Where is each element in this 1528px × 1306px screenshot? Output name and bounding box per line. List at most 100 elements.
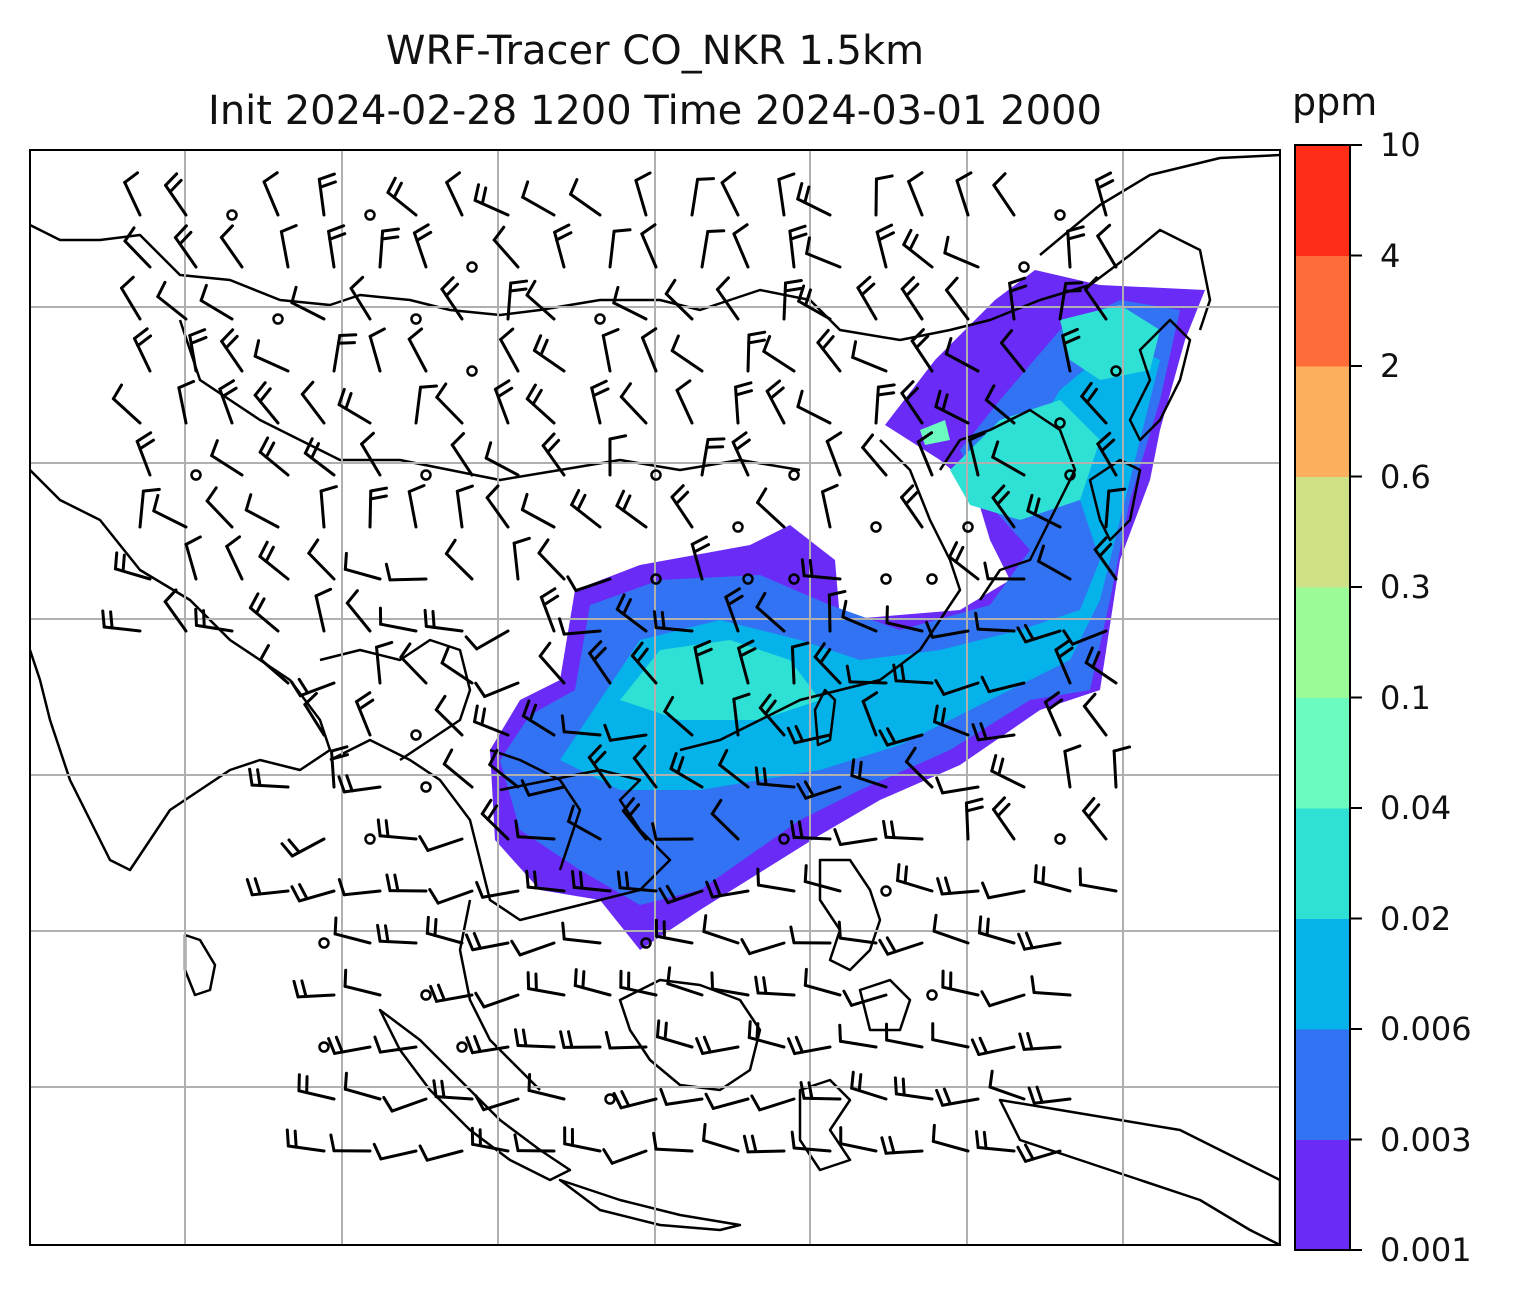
wind-barb-feather	[578, 870, 584, 890]
calm-wind-marker	[650, 573, 662, 585]
calm-wind-marker	[364, 209, 376, 221]
wind-barb-feather	[702, 1035, 712, 1054]
wind-barb-feather	[705, 445, 725, 449]
wind-barb	[1083, 276, 1108, 321]
wind-barb-shaft	[788, 229, 796, 269]
wind-barb	[833, 828, 878, 847]
wind-barb-shaft	[436, 889, 474, 905]
calm-wind-marker	[1054, 417, 1066, 429]
wind-barb-feather	[141, 487, 161, 493]
wind-barb-feather	[525, 869, 530, 889]
wind-barb-shaft	[1080, 394, 1108, 425]
wind-barb-feather	[152, 493, 160, 513]
wind-barb	[559, 1030, 602, 1049]
wind-barb-feather	[473, 183, 481, 202]
wind-barb-shaft	[931, 629, 970, 639]
wind-barb-feather	[1064, 281, 1084, 285]
coastline	[30, 469, 332, 872]
wind-barb-shaft	[156, 295, 188, 321]
wind-barb-feather	[327, 1037, 337, 1055]
wind-barb-feather	[731, 431, 748, 444]
wind-barb-feather	[841, 599, 848, 619]
wind-barb	[1027, 1085, 1072, 1105]
wind-barb	[981, 881, 1026, 900]
wind-barb-shaft	[1058, 281, 1068, 321]
wind-barb-feather	[480, 798, 493, 816]
wind-barb-shaft	[1082, 704, 1108, 737]
wind-barb-feather	[915, 334, 930, 350]
wind-barb-shaft	[345, 601, 372, 633]
colorbar-tick-label: 0.006	[1380, 1010, 1472, 1048]
wind-barb	[803, 967, 842, 997]
wind-barb-shaft	[955, 179, 970, 217]
wind-barb-shaft	[654, 1147, 694, 1153]
wind-barb-feather	[1033, 864, 1038, 884]
wind-barb-feather	[934, 679, 946, 696]
wind-barb-shaft	[194, 623, 234, 633]
wind-barb-feather	[813, 642, 826, 659]
calm-wind-marker	[466, 365, 478, 377]
wind-barb-feather	[202, 609, 206, 629]
wind-barb-feather	[327, 224, 346, 233]
wind-barb-shaft	[425, 931, 464, 945]
wind-barb	[659, 1087, 704, 1106]
wind-barb-feather	[990, 754, 998, 773]
calm-wind-marker	[788, 573, 800, 585]
wind-barb-feather	[310, 442, 321, 460]
wind-barb-feather	[373, 1035, 382, 1054]
wind-barb-feather	[670, 484, 685, 499]
wind-barb-shaft	[521, 714, 556, 737]
wind-barb-shaft	[988, 993, 1026, 1008]
wind-barb-feather	[1096, 179, 1115, 190]
wind-barb-shaft	[424, 624, 464, 633]
wind-barb-shaft	[805, 252, 842, 269]
wind-barb-feather	[935, 776, 944, 795]
wind-barb-shaft	[793, 1045, 832, 1056]
wind-barb-shaft	[669, 767, 704, 789]
wind-barb-shaft	[984, 398, 1016, 425]
wind-barb-feather	[334, 1035, 344, 1054]
wind-barb-shaft	[379, 622, 418, 633]
wind-barb	[123, 226, 152, 269]
wind-barb-feather	[800, 558, 806, 578]
wind-barb-shaft	[435, 395, 464, 425]
wind-barb-feather	[851, 340, 858, 359]
wind-barb-shaft	[296, 993, 336, 999]
wind-barb-feather	[702, 1123, 707, 1142]
wind-barb	[219, 224, 244, 269]
wind-barb-shaft	[562, 937, 602, 945]
wind-barb-feather	[303, 437, 314, 455]
wind-barb-feather	[194, 607, 198, 627]
wind-barb-feather	[300, 979, 308, 998]
wind-barb-shaft	[330, 749, 336, 789]
wind-barb-feather	[747, 338, 766, 345]
wind-barb-shaft	[173, 235, 198, 269]
wind-barb	[1008, 276, 1028, 321]
wind-barb	[968, 431, 986, 477]
wind-barb-feather	[415, 230, 433, 242]
wind-barb-feather	[1062, 289, 1082, 293]
wind-barb	[382, 1095, 428, 1113]
wind-barb-shaft	[988, 1085, 1026, 1101]
calm-wind-marker	[732, 521, 744, 533]
wind-barb-shaft	[123, 239, 152, 269]
wind-barb	[670, 484, 694, 529]
wind-barb	[135, 431, 155, 477]
wind-barb-feather	[974, 611, 980, 631]
wind-barb-shaft	[473, 198, 510, 217]
wind-barb-shaft	[570, 503, 602, 529]
calm-wind-marker	[1054, 209, 1066, 221]
wind-barb-feather	[393, 873, 400, 893]
wind-barb-feather	[1085, 387, 1099, 404]
wind-barb	[473, 704, 510, 737]
wind-barb-feather	[221, 386, 238, 399]
plume-contour-max	[920, 420, 950, 445]
wind-barb-feather	[488, 748, 499, 767]
wind-barb	[754, 975, 796, 997]
wind-barb-shaft	[999, 341, 1026, 373]
wind-barb-feather	[285, 1128, 290, 1148]
wind-barb	[670, 334, 704, 373]
wind-barb-feather	[432, 1079, 438, 1099]
wind-barb-feather	[900, 380, 915, 395]
colorbar-segment	[1295, 1139, 1350, 1251]
